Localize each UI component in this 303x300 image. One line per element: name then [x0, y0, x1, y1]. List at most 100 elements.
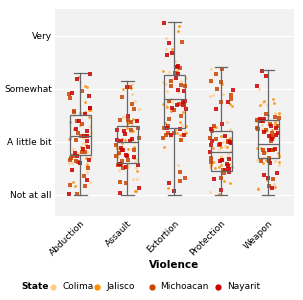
Point: [210, 160, 215, 165]
Point: [273, 128, 278, 133]
Point: [177, 169, 182, 174]
Point: [172, 58, 177, 63]
Point: [174, 76, 178, 80]
Point: [225, 139, 230, 144]
Point: [258, 116, 263, 121]
Point: [256, 185, 261, 190]
Point: [276, 111, 281, 116]
Point: [118, 146, 123, 151]
Point: [125, 157, 130, 162]
Point: [268, 135, 273, 140]
Point: [183, 124, 188, 128]
Point: [221, 92, 225, 97]
Point: [125, 152, 129, 156]
Point: [208, 159, 213, 164]
Point: [69, 90, 74, 95]
Point: [179, 138, 184, 142]
Point: [72, 113, 76, 118]
Point: [255, 126, 259, 130]
Point: [85, 150, 90, 155]
Point: [83, 110, 88, 115]
Point: [126, 163, 131, 168]
Point: [221, 171, 226, 176]
Point: [218, 133, 223, 138]
Point: [266, 148, 271, 153]
Point: [130, 116, 135, 121]
Point: [127, 138, 132, 143]
Point: [121, 148, 125, 152]
Point: [117, 161, 122, 166]
Point: [132, 98, 137, 103]
Point: [261, 99, 266, 104]
Point: [255, 117, 260, 122]
Point: [177, 23, 182, 28]
Point: [266, 133, 271, 138]
Point: [261, 148, 265, 152]
Point: [209, 127, 214, 131]
Point: [260, 118, 265, 123]
Point: [119, 163, 124, 168]
Point: [72, 126, 77, 131]
Point: [177, 127, 182, 132]
Point: [77, 79, 82, 84]
Point: [82, 99, 87, 104]
Point: [171, 108, 176, 112]
Point: [216, 147, 221, 152]
Point: [261, 155, 266, 160]
Point: [273, 159, 278, 164]
Point: [264, 127, 269, 132]
Point: [207, 149, 212, 154]
Point: [130, 92, 135, 97]
Point: [228, 101, 233, 106]
Point: [181, 110, 185, 115]
Point: [223, 144, 228, 149]
Point: [126, 117, 131, 122]
Point: [277, 154, 282, 159]
Point: [76, 151, 81, 155]
Point: [178, 79, 183, 84]
Point: [214, 106, 218, 111]
Point: [70, 146, 75, 151]
Point: [173, 128, 178, 133]
Point: [136, 184, 141, 189]
Point: [73, 127, 78, 131]
Point: [218, 154, 223, 159]
Point: [131, 177, 136, 182]
Point: [121, 166, 126, 170]
Point: [68, 155, 73, 160]
Point: [219, 145, 224, 149]
Point: [161, 136, 165, 141]
Point: [261, 100, 265, 105]
Point: [68, 136, 73, 140]
Point: [178, 178, 183, 183]
Point: [268, 148, 272, 152]
Point: [212, 177, 217, 182]
Point: [214, 137, 219, 142]
Point: [254, 119, 259, 124]
Point: [128, 128, 133, 133]
Point: [130, 122, 135, 127]
Point: [134, 119, 139, 124]
Point: [217, 141, 222, 146]
Point: [174, 102, 179, 107]
Point: [82, 183, 87, 188]
Point: [216, 191, 221, 196]
Point: [254, 124, 259, 129]
Point: [73, 150, 78, 155]
Point: [268, 160, 273, 165]
Point: [67, 191, 72, 196]
Point: [80, 150, 85, 154]
Point: [226, 156, 231, 161]
Point: [67, 161, 72, 166]
Point: [270, 185, 275, 190]
Point: [83, 143, 88, 148]
Point: [69, 161, 74, 166]
Point: [114, 146, 119, 151]
Point: [118, 117, 123, 122]
Point: [69, 168, 74, 172]
Point: [213, 166, 218, 171]
Point: [225, 155, 230, 160]
Point: [176, 28, 181, 33]
Point: [125, 84, 129, 89]
Point: [76, 160, 81, 165]
